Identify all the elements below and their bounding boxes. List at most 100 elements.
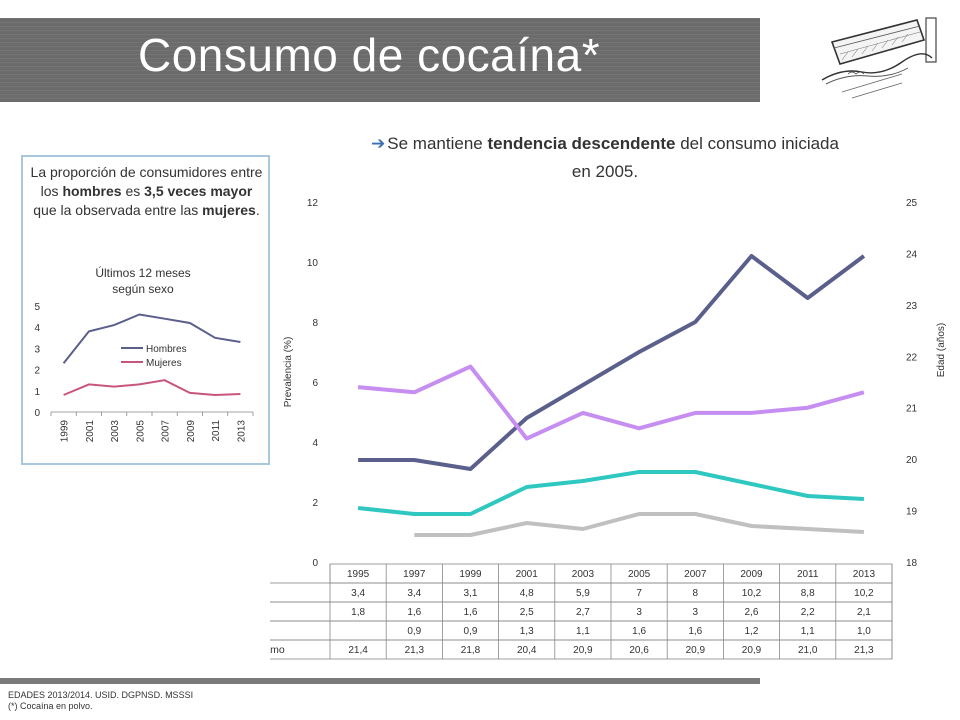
category-label: 2005: [135, 420, 146, 443]
data-label: 2,7: [576, 607, 590, 618]
chart-title: según sexo: [112, 282, 174, 296]
title-bar: [0, 18, 760, 102]
data-label: 2,2: [801, 607, 815, 618]
data-label: 2,5: [520, 607, 534, 618]
data-label: 20,9: [686, 645, 706, 656]
y-tick-label: 2: [34, 366, 40, 377]
chart-title: Últimos 12 meses: [95, 265, 190, 280]
category-label: 2001: [516, 569, 539, 580]
callout-ratio: 3,5 veces mayor: [144, 183, 253, 199]
data-label: 3,4: [351, 588, 365, 599]
series-line-ultimos-12-meses: [357, 470, 865, 516]
category-label: 2003: [110, 420, 121, 443]
callout-mujeres: mujeres: [202, 202, 256, 218]
data-label: 10,2: [854, 588, 874, 599]
arrow-right-icon: ➔: [371, 134, 386, 153]
y-tick-label: 5: [34, 302, 40, 313]
y-tick-label: 3: [34, 344, 40, 355]
category-label: 2009: [186, 420, 197, 443]
callout-hombres: hombres: [62, 183, 122, 199]
data-label: 8: [693, 588, 699, 599]
legend-entry: Mujeres: [146, 358, 182, 369]
data-label: 1,6: [632, 626, 646, 637]
data-label: 21,4: [348, 645, 368, 656]
category-label: 2005: [628, 569, 651, 580]
series-line-mujeres: [63, 379, 241, 397]
data-label: 2,6: [745, 607, 759, 618]
data-label: 1,6: [688, 626, 702, 637]
y-tick-label: 2: [312, 498, 318, 509]
data-label: 21,0: [798, 645, 818, 656]
data-label: 1,6: [464, 607, 478, 618]
headline: ➔ Se mantiene tendencia descendente del c…: [360, 130, 850, 186]
data-label: 1,6: [407, 607, 421, 618]
data-label: 1,2: [745, 626, 759, 637]
category-label: 1995: [347, 569, 370, 580]
data-table: 1995 1997 1999 2001 2003 2005 2007 2009 2011 2013…: [270, 563, 893, 660]
y2-tick-label: 25: [906, 198, 918, 209]
y-tick-label: 6: [312, 378, 318, 389]
cocaine-razor-logo: [821, 17, 937, 99]
y-tick-label: 4: [312, 438, 318, 449]
category-label: 2007: [684, 569, 707, 580]
data-label: 8,8: [801, 588, 815, 599]
series-line-ultimos-30-dias: [414, 512, 865, 537]
footnote-line: (*) Cocaína en polvo.: [8, 701, 93, 711]
category-label: 2013: [236, 420, 247, 443]
data-label: 4,8: [520, 588, 534, 599]
source-note: EDADES 2013/2014. USID. DGPNSD. MSSSI (*…: [8, 690, 193, 712]
headline-bold: tendencia descendente: [487, 134, 676, 153]
data-label: 3: [636, 607, 642, 618]
headline-post: del consumo iniciada en 2005.: [571, 134, 839, 181]
data-label: 1,0: [857, 626, 871, 637]
category-label: 2001: [85, 420, 96, 443]
data-label: 21,8: [461, 645, 481, 656]
data-label: 3: [693, 607, 699, 618]
legend-entry: Edad media de inicio en el consumo: [270, 644, 285, 656]
data-label: 20,9: [742, 645, 762, 656]
category-label: 2007: [161, 420, 172, 443]
legend-entry: Hombres: [146, 344, 187, 355]
category-label: 1999: [60, 420, 71, 443]
callout-text: La proporción de consumidores entre los …: [29, 163, 264, 220]
y-axis-title: Prevalencia (%): [283, 337, 294, 408]
slide-title: Consumo de cocaína*: [138, 29, 601, 81]
data-label: 20,6: [629, 645, 649, 656]
y-tick-label: 4: [34, 323, 40, 334]
callout-part: .: [255, 202, 260, 218]
data-label: 3,1: [464, 588, 478, 599]
sex-line-chart: Últimos 12 meses según sexo 0 1 2 3 4 5 1999 2001…: [34, 265, 254, 443]
data-label: 10,2: [742, 588, 762, 599]
y2-tick-label: 21: [906, 404, 918, 415]
callout-part: que la observada entre las: [33, 202, 203, 218]
y2-tick-label: 19: [906, 507, 918, 518]
series-line-alguna-vez-en-la-vida: [358, 254, 866, 471]
data-label: 20,4: [517, 645, 537, 656]
category-label: 1997: [403, 569, 426, 580]
y2-tick-label: 18: [906, 558, 918, 569]
data-label: 7: [636, 588, 642, 599]
data-label: 1,1: [801, 626, 815, 637]
data-label: 21,3: [405, 645, 425, 656]
category-label: 2011: [797, 569, 819, 580]
y-tick-label: 12: [307, 198, 319, 209]
data-label: 3,4: [407, 588, 421, 599]
y2-tick-label: 22: [906, 352, 918, 363]
y2-axis-title: Edad (años): [936, 323, 947, 377]
category-label: 1999: [459, 569, 482, 580]
y2-tick-label: 24: [906, 249, 918, 260]
data-label: 1,8: [351, 607, 365, 618]
sex-callout-box: La proporción de consumidores entre los …: [21, 155, 270, 465]
data-label: 21,3: [854, 645, 874, 656]
source-line: EDADES 2013/2014. USID. DGPNSD. MSSSI: [8, 690, 194, 700]
y-tick-label: 0: [34, 408, 40, 419]
data-label: 0,9: [464, 626, 478, 637]
y-tick-label: 8: [312, 318, 318, 329]
data-label: 0,9: [407, 626, 421, 637]
footer-rule: [0, 678, 760, 684]
data-label: 20,9: [573, 645, 593, 656]
series-line-hombres: [62, 313, 241, 364]
data-label: 1,3: [520, 626, 534, 637]
table-row: [270, 639, 893, 660]
